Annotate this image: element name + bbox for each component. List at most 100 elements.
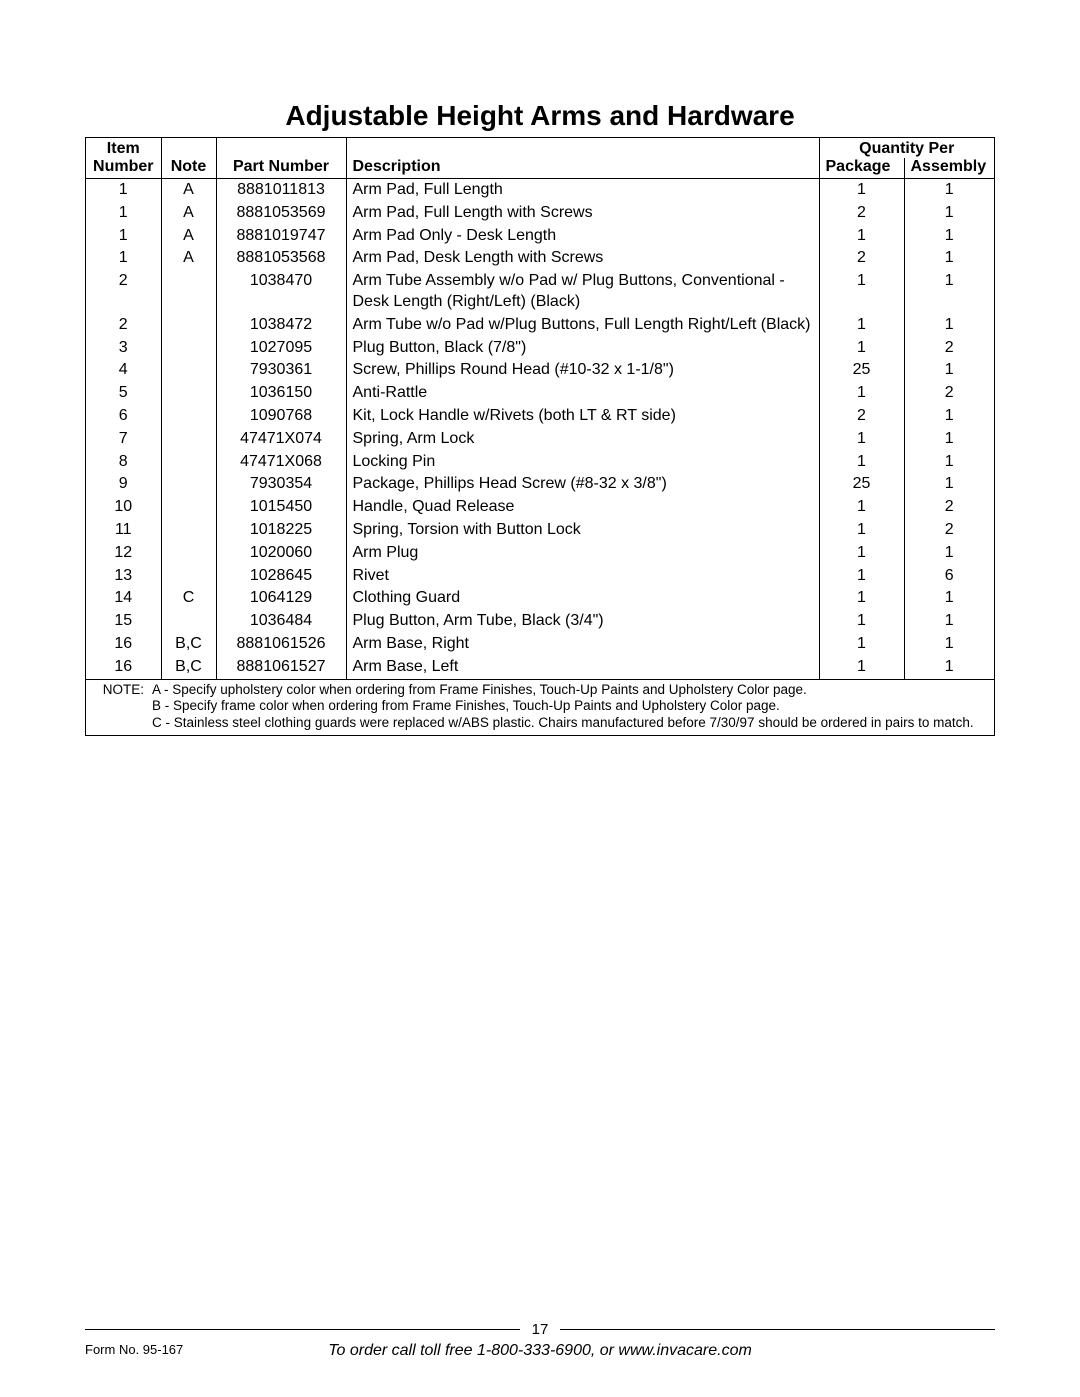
cell-asm: 1	[904, 587, 994, 610]
cell-note: C	[161, 587, 216, 610]
table-row: 1A8881053569Arm Pad, Full Length with Sc…	[86, 202, 994, 225]
table-body: 1A8881011813Arm Pad, Full Length111A8881…	[86, 179, 994, 736]
cell-asm: 1	[904, 405, 994, 428]
cell-part: 1015450	[216, 496, 346, 519]
cell-item: 9	[86, 473, 161, 496]
table-header: Item Quantity Per Number Note Part Numbe…	[86, 138, 994, 179]
cell-note	[161, 610, 216, 633]
cell-part: 8881053568	[216, 247, 346, 270]
footer-line-left	[85, 1329, 520, 1330]
cell-note	[161, 428, 216, 451]
cell-asm: 1	[904, 610, 994, 633]
cell-part: 47471X074	[216, 428, 346, 451]
footer-bottom: Form No. 95-167 To order call toll free …	[85, 1342, 995, 1357]
cell-pkg: 1	[819, 337, 904, 360]
cell-asm: 1	[904, 473, 994, 496]
cell-pkg: 1	[819, 587, 904, 610]
cell-item: 5	[86, 382, 161, 405]
cell-pkg: 25	[819, 359, 904, 382]
cell-note: B,C	[161, 633, 216, 656]
cell-part: 8881061526	[216, 633, 346, 656]
table-row: 97930354Package, Phillips Head Screw (#8…	[86, 473, 994, 496]
header-part-number: Part Number	[216, 158, 346, 179]
cell-pkg: 1	[819, 428, 904, 451]
cell-desc: Arm Tube Assembly w/o Pad w/ Plug Button…	[346, 270, 819, 314]
order-info: To order call toll free 1-800-333-6900, …	[85, 1342, 995, 1360]
cell-desc: Plug Button, Arm Tube, Black (3/4")	[346, 610, 819, 633]
cell-asm: 2	[904, 337, 994, 360]
cell-desc: Arm Base, Left	[346, 656, 819, 679]
header-assembly: Assembly	[904, 158, 994, 179]
table-row: 1A8881019747Arm Pad Only - Desk Length11	[86, 225, 994, 248]
cell-asm: 1	[904, 542, 994, 565]
cell-item: 15	[86, 610, 161, 633]
cell-part: 1036150	[216, 382, 346, 405]
table-row: 1A8881053568Arm Pad, Desk Length with Sc…	[86, 247, 994, 270]
cell-pkg: 1	[819, 270, 904, 314]
header-item-number: Number	[86, 158, 161, 179]
cell-pkg: 25	[819, 473, 904, 496]
cell-pkg: 1	[819, 633, 904, 656]
cell-item: 1	[86, 247, 161, 270]
cell-pkg: 1	[819, 656, 904, 679]
cell-part: 8881019747	[216, 225, 346, 248]
cell-pkg: 1	[819, 496, 904, 519]
page-footer: 17 Form No. 95-167 To order call toll fr…	[85, 1321, 995, 1357]
cell-pkg: 2	[819, 405, 904, 428]
cell-pkg: 1	[819, 519, 904, 542]
cell-asm: 1	[904, 633, 994, 656]
cell-asm: 6	[904, 565, 994, 588]
header-desc-blank	[346, 138, 819, 158]
cell-note	[161, 565, 216, 588]
cell-desc: Screw, Phillips Round Head (#10-32 x 1-1…	[346, 359, 819, 382]
note-b: B - Specify frame color when ordering fr…	[152, 698, 988, 715]
cell-item: 13	[86, 565, 161, 588]
cell-pkg: 2	[819, 247, 904, 270]
table-row: 747471X074Spring, Arm Lock11	[86, 428, 994, 451]
table-row: 61090768Kit, Lock Handle w/Rivets (both …	[86, 405, 994, 428]
cell-note: A	[161, 225, 216, 248]
table-row: 14C1064129Clothing Guard11	[86, 587, 994, 610]
footer-line-right	[560, 1329, 995, 1330]
cell-note	[161, 405, 216, 428]
cell-part: 8881011813	[216, 179, 346, 202]
table-row: 31027095Plug Button, Black (7/8")12	[86, 337, 994, 360]
cell-asm: 1	[904, 359, 994, 382]
table-row: 16B,C8881061526Arm Base, Right11	[86, 633, 994, 656]
cell-note	[161, 542, 216, 565]
cell-desc: Arm Pad, Desk Length with Screws	[346, 247, 819, 270]
cell-note	[161, 451, 216, 474]
header-part-blank	[216, 138, 346, 158]
cell-pkg: 1	[819, 225, 904, 248]
cell-desc: Plug Button, Black (7/8")	[346, 337, 819, 360]
cell-desc: Clothing Guard	[346, 587, 819, 610]
cell-desc: Handle, Quad Release	[346, 496, 819, 519]
cell-note: B,C	[161, 656, 216, 679]
table-row: 101015450Handle, Quad Release12	[86, 496, 994, 519]
notes-text: A - Specify upholstery color when orderi…	[152, 682, 988, 733]
cell-item: 16	[86, 656, 161, 679]
cell-part: 1036484	[216, 610, 346, 633]
cell-desc: Arm Pad, Full Length with Screws	[346, 202, 819, 225]
parts-table-container: Item Quantity Per Number Note Part Numbe…	[85, 137, 995, 736]
cell-item: 4	[86, 359, 161, 382]
cell-asm: 1	[904, 202, 994, 225]
cell-item: 1	[86, 202, 161, 225]
header-package: Package	[819, 158, 904, 179]
cell-part: 1038472	[216, 314, 346, 337]
header-note-blank	[161, 138, 216, 158]
note-c: C - Stainless steel clothing guards were…	[152, 715, 988, 732]
cell-desc: Package, Phillips Head Screw (#8-32 x 3/…	[346, 473, 819, 496]
cell-pkg: 1	[819, 382, 904, 405]
cell-item: 1	[86, 179, 161, 202]
cell-item: 2	[86, 314, 161, 337]
cell-part: 7930361	[216, 359, 346, 382]
cell-part: 1090768	[216, 405, 346, 428]
table-row: 16B,C8881061527Arm Base, Left11	[86, 656, 994, 679]
header-note: Note	[161, 158, 216, 179]
table-row: 111018225Spring, Torsion with Button Loc…	[86, 519, 994, 542]
cell-pkg: 2	[819, 202, 904, 225]
cell-asm: 2	[904, 519, 994, 542]
cell-asm: 1	[904, 179, 994, 202]
cell-pkg: 1	[819, 314, 904, 337]
